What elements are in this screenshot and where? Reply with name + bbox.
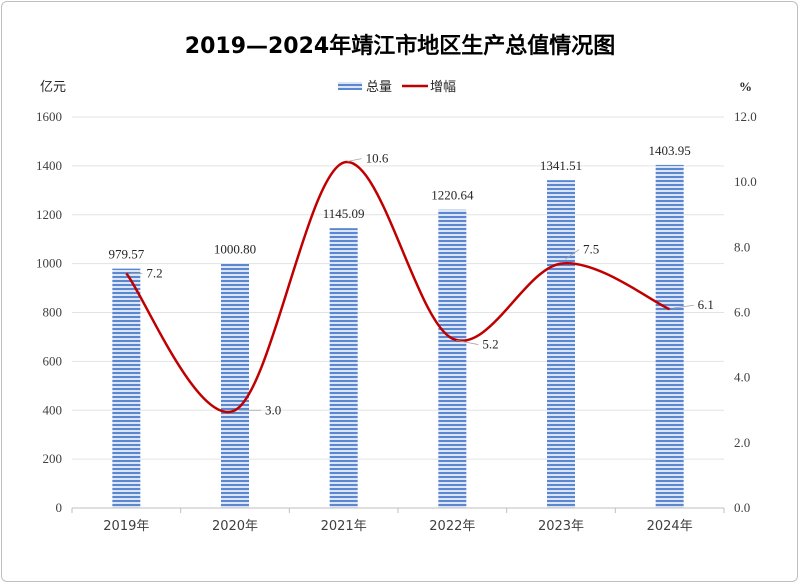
bar: [112, 268, 141, 508]
x-tick-label: 2020年: [212, 519, 258, 534]
bar: [221, 263, 249, 508]
right-tick-label: 10.0: [734, 174, 757, 189]
bar-value-label: 1000.80: [214, 241, 256, 256]
right-tick-label: 4.0: [734, 370, 750, 385]
right-axis-unit: %: [739, 79, 752, 94]
growth-value-label: 10.6: [366, 151, 389, 166]
leader-line: [564, 249, 580, 260]
bar-value-label: 1341.51: [540, 158, 582, 173]
growth-line: [125, 161, 671, 414]
legend-bar-swatch: [338, 82, 362, 90]
bar-value-label: 1220.64: [431, 188, 474, 203]
bar-value-label: 1145.09: [323, 206, 365, 221]
left-axis-unit: 亿元: [40, 80, 66, 95]
left-tick-label: 600: [43, 353, 63, 368]
legend: 总量 增幅: [338, 80, 456, 95]
leader-line: [347, 158, 362, 162]
bar-value-label: 979.57: [108, 247, 144, 262]
legend-line-label: 增幅: [430, 80, 456, 95]
growth-value-label: 5.2: [482, 337, 498, 352]
bar: [655, 164, 684, 508]
x-tick-label: 2023年: [538, 519, 584, 534]
right-tick-label: 6.0: [734, 305, 750, 320]
bar-value-label: 1403.95: [649, 143, 691, 158]
chart-title: 2019—2024年靖江市地区生产总值情况图: [185, 33, 615, 59]
growth-value-label: 3.0: [265, 402, 281, 417]
left-tick-label: 1400: [36, 158, 62, 173]
left-tick-label: 1200: [36, 207, 62, 222]
x-tick-label: 2019年: [103, 519, 149, 534]
left-tick-label: 200: [43, 451, 63, 466]
left-tick-label: 0: [56, 500, 63, 515]
right-tick-label: 2.0: [734, 435, 750, 450]
x-tick-label: 2021年: [321, 519, 367, 534]
left-tick-label: 400: [43, 402, 63, 417]
left-tick-label: 1600: [36, 109, 62, 124]
leader-line: [456, 339, 479, 345]
growth-value-label: 7.2: [146, 265, 162, 280]
left-tick-label: 800: [43, 305, 63, 320]
bar: [438, 209, 467, 508]
x-tick-label: 2022年: [429, 519, 475, 534]
right-tick-label: 8.0: [734, 239, 750, 254]
leader-line: [673, 304, 694, 309]
right-tick-label: 12.0: [734, 109, 757, 124]
right-tick-label: 0.0: [734, 500, 750, 515]
bar: [547, 180, 575, 508]
bar: [329, 228, 358, 508]
left-tick-label: 1000: [36, 256, 62, 271]
growth-value-label: 6.1: [698, 297, 714, 312]
legend-bar-label: 总量: [366, 80, 392, 95]
x-tick-label: 2024年: [647, 519, 693, 534]
growth-value-label: 7.5: [583, 242, 599, 257]
